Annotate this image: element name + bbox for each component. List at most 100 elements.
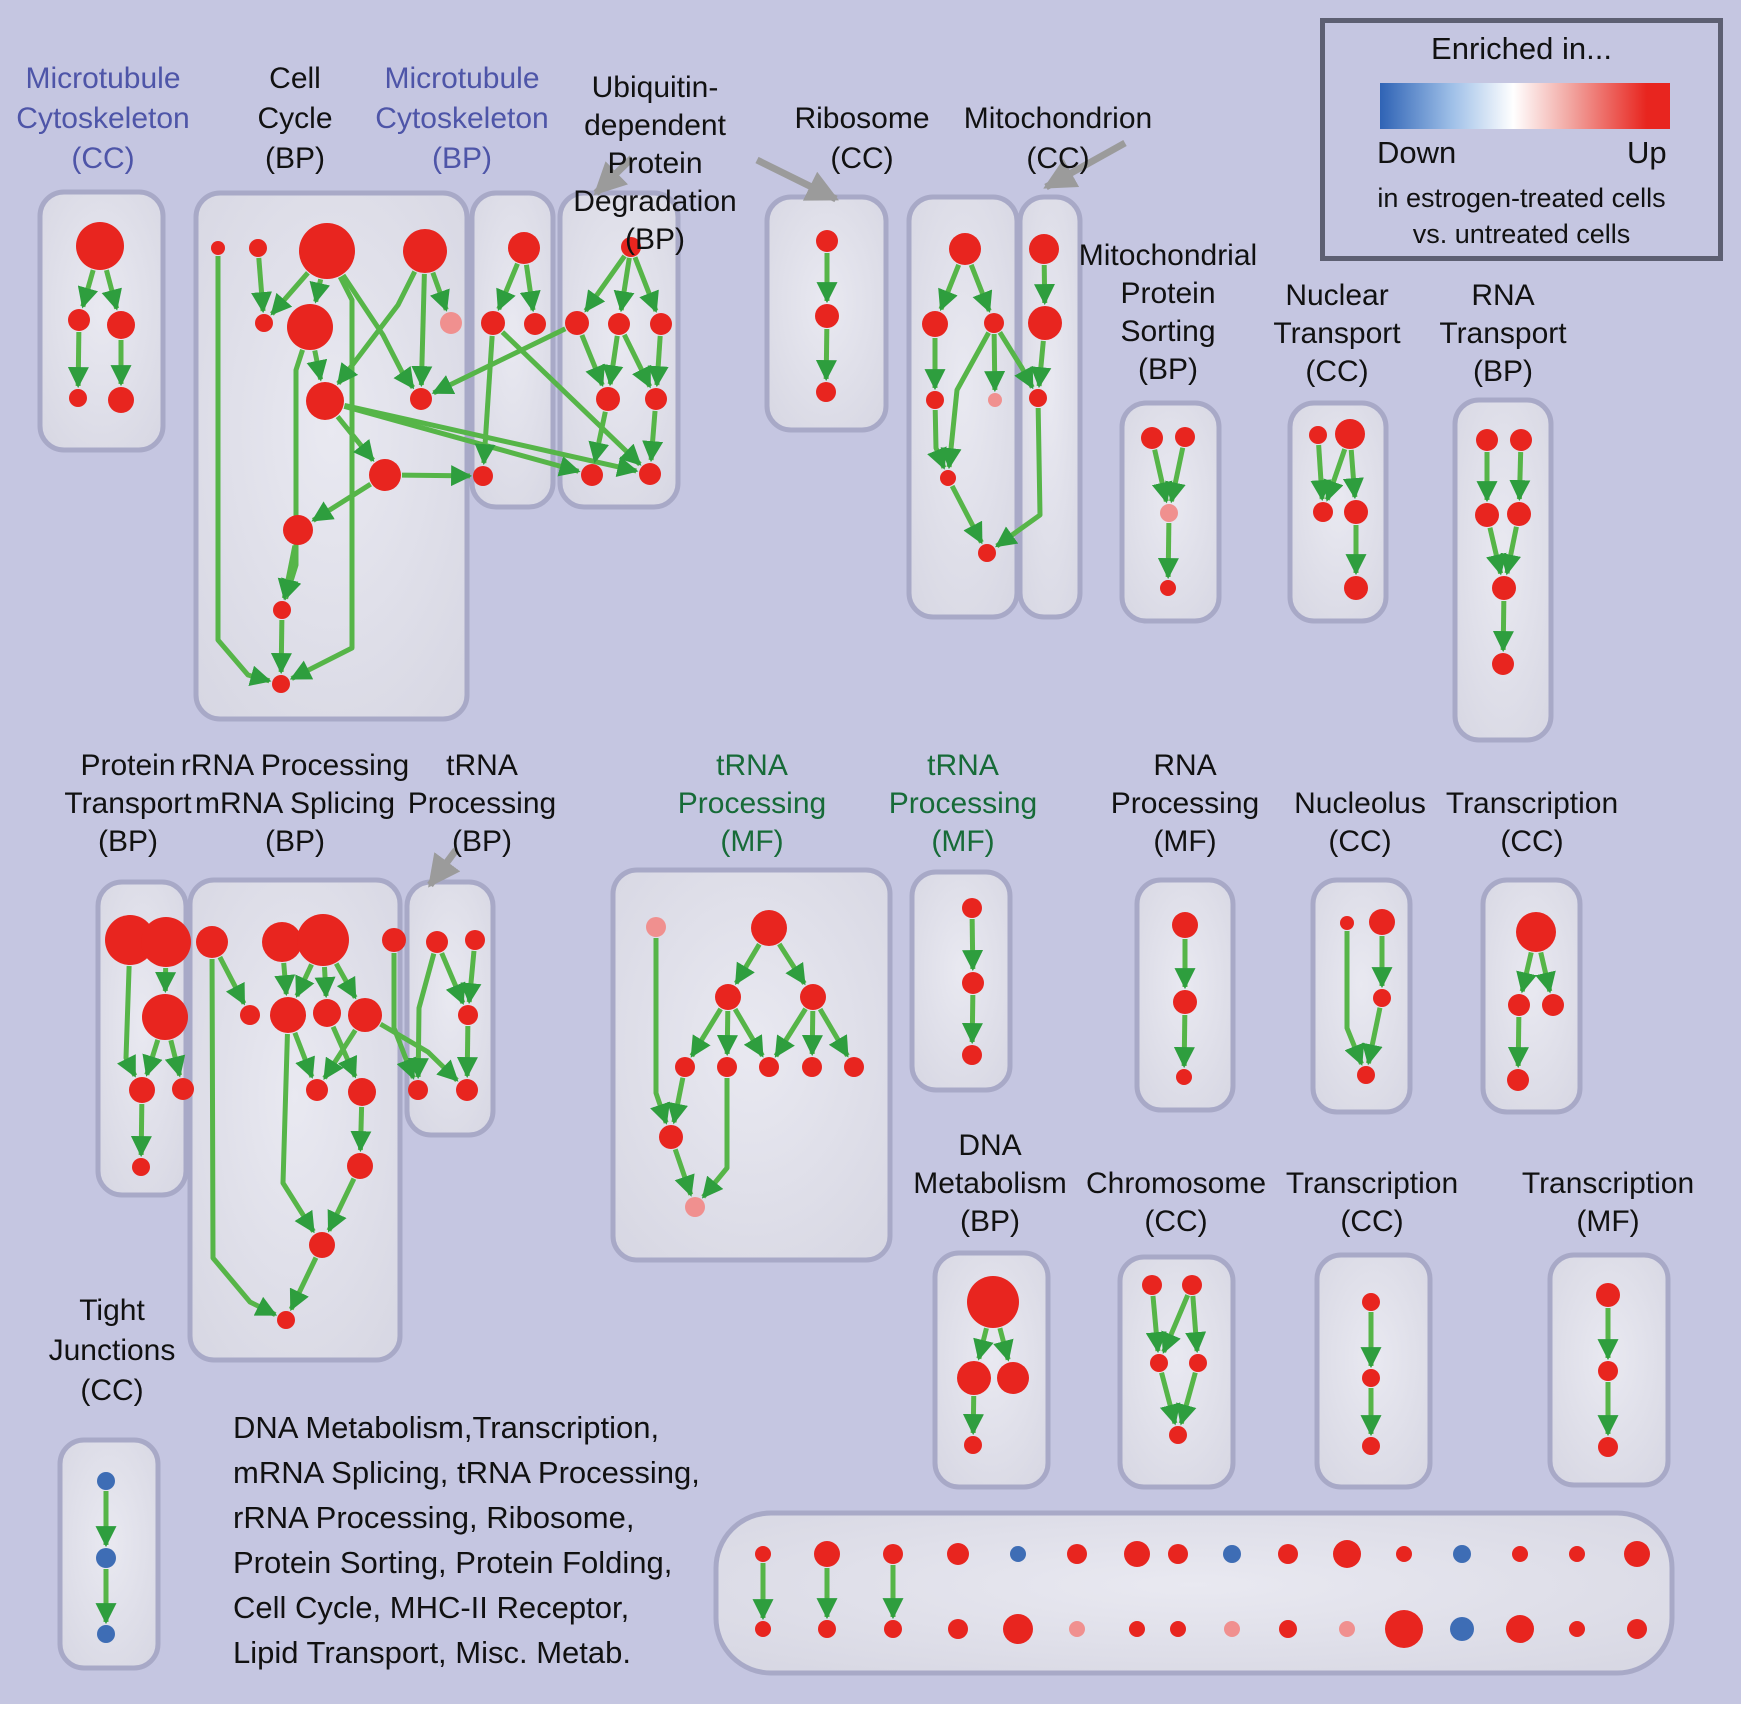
edge-arrow bbox=[341, 273, 415, 390]
edge-arrow bbox=[334, 962, 358, 1000]
edge-arrow bbox=[1486, 527, 1507, 576]
go-term-node-blue bbox=[1010, 1546, 1026, 1562]
go-term-node-red bbox=[1141, 427, 1163, 449]
edge-arrow bbox=[401, 465, 473, 487]
edge-arrow bbox=[474, 335, 496, 466]
edge-arrow bbox=[431, 326, 567, 396]
go-term-node-red bbox=[297, 914, 349, 966]
go-term-node-red bbox=[1029, 234, 1059, 264]
legend-gradient-bar bbox=[1380, 83, 1670, 129]
cluster-label-trna-processing-mf: tRNA Processing (MF) bbox=[888, 749, 1038, 858]
go-term-node-red bbox=[348, 1078, 376, 1106]
cluster-label-ribosome-cc: Ribosome (CC) bbox=[794, 102, 930, 175]
edge-arrow bbox=[1165, 447, 1186, 504]
edge-arrow bbox=[439, 952, 466, 1005]
edge-arrow bbox=[701, 1078, 730, 1199]
go-term-node-red bbox=[1340, 916, 1354, 930]
go-term-node-red bbox=[1124, 1541, 1150, 1567]
edge-arrow bbox=[277, 545, 299, 601]
go-term-node-red bbox=[1344, 576, 1368, 600]
go-term-node-red bbox=[240, 1005, 260, 1025]
label-pointer-arrow bbox=[427, 847, 461, 888]
go-term-node-red bbox=[456, 1079, 478, 1101]
edge-arrow bbox=[1151, 449, 1173, 504]
edge-arrow bbox=[270, 271, 310, 316]
go-term-node-red bbox=[1362, 1369, 1380, 1387]
edge-arrow bbox=[411, 273, 433, 388]
go-term-node-red bbox=[1067, 1544, 1087, 1564]
cluster-label-cell-cycle-bp: Cell Cycle (BP) bbox=[257, 62, 333, 175]
annotation-line: DNA Metabolism,Transcription, bbox=[233, 1410, 660, 1445]
cluster-label-protein-transport-bp: Protein Transport (BP) bbox=[64, 749, 192, 858]
go-term-node-red bbox=[957, 1361, 991, 1395]
cluster-label-chromosome-cc: Chromosome (CC) bbox=[1085, 1167, 1267, 1238]
edge-arrow bbox=[672, 1148, 695, 1197]
go-term-node-red bbox=[964, 1436, 982, 1454]
annotation-line: Protein Sorting, Protein Folding, bbox=[233, 1545, 673, 1580]
edge-arrow bbox=[101, 269, 122, 311]
go-term-node-red bbox=[473, 466, 493, 486]
edge-arrow bbox=[962, 1395, 984, 1436]
cluster-label-trna-processing-bp: tRNA Processing (BP) bbox=[407, 749, 557, 858]
cluster-label-nuclear-transport-cc: Nuclear Transport (CC) bbox=[1273, 279, 1401, 388]
go-term-node-red bbox=[755, 1546, 771, 1562]
edge-arrow bbox=[961, 994, 983, 1045]
edge-arrow bbox=[650, 938, 670, 1125]
cluster-box-nucleolus-cc bbox=[1310, 877, 1413, 1115]
go-term-node-blue bbox=[97, 1472, 115, 1490]
go-term-node-red bbox=[1624, 1541, 1650, 1567]
annotation-line: Cell Cycle, MHC-II Receptor, bbox=[233, 1590, 630, 1625]
go-term-node-red bbox=[524, 313, 546, 335]
go-term-node-red bbox=[132, 1158, 150, 1176]
legend-title: Enriched in... bbox=[1431, 31, 1612, 66]
go-term-node-red bbox=[1508, 994, 1530, 1016]
edge-arrow bbox=[1535, 951, 1556, 994]
go-term-node-red bbox=[313, 999, 341, 1027]
go-term-node-red bbox=[1279, 1620, 1297, 1638]
edge-arrow bbox=[962, 918, 984, 972]
go-term-node-red bbox=[816, 382, 836, 402]
go-term-node-red bbox=[639, 463, 661, 485]
go-term-node-blue bbox=[1453, 1545, 1471, 1563]
go-term-node-blue bbox=[96, 1548, 116, 1568]
cluster-label-trna-processing-mf: tRNA Processing (MF) bbox=[677, 749, 827, 858]
edge-arrow bbox=[289, 275, 355, 681]
go-term-node-red bbox=[1335, 419, 1365, 449]
cluster-box-trna-processing-mf-small bbox=[909, 869, 1013, 1093]
go-term-node-red bbox=[287, 304, 333, 350]
edge-arrow bbox=[993, 1327, 1014, 1362]
edge-arrow bbox=[1173, 1014, 1195, 1069]
edge-arrow bbox=[1310, 444, 1332, 502]
edge-arrow bbox=[613, 257, 635, 313]
edge-arrow bbox=[949, 484, 984, 545]
cluster-box-misc-band bbox=[713, 1510, 1675, 1676]
go-term-node-red bbox=[1170, 1621, 1186, 1637]
cluster-label-transcription-cc: Transcription (CC) bbox=[1445, 787, 1619, 858]
edge-arrow bbox=[322, 1028, 358, 1080]
go-term-node-red bbox=[1129, 1621, 1145, 1637]
edge-arrow bbox=[1145, 1295, 1167, 1354]
edge-arrow bbox=[336, 270, 417, 386]
cluster-label-rna-processing-mf: RNA Processing (MF) bbox=[1110, 749, 1260, 858]
go-term-node-red bbox=[262, 922, 302, 962]
edge-arrow bbox=[309, 278, 331, 304]
edge-arrow bbox=[311, 481, 372, 523]
label-pointer-arrow bbox=[1043, 139, 1127, 191]
go-term-node-red bbox=[108, 387, 134, 413]
edge-arrow bbox=[973, 1327, 994, 1361]
go-term-node-red bbox=[940, 470, 956, 486]
edge-arrow bbox=[1176, 1371, 1198, 1426]
go-term-node-red bbox=[270, 997, 306, 1033]
go-term-node-red bbox=[141, 917, 191, 967]
go-term-node-red bbox=[815, 304, 839, 328]
cluster-label-transcription-cc: Transcription (CC) bbox=[1285, 1167, 1459, 1238]
edge-arrow bbox=[997, 331, 1035, 390]
go-term-node-red bbox=[715, 984, 741, 1010]
merged-clusters-annotation: DNA Metabolism,Transcription, mRNA Splic… bbox=[233, 1405, 700, 1675]
go-term-node-pink bbox=[988, 393, 1002, 407]
edge-arrow bbox=[500, 330, 642, 467]
go-term-node-red bbox=[926, 391, 944, 409]
go-term-node-red bbox=[465, 930, 485, 950]
go-term-node-red bbox=[802, 1057, 822, 1077]
go-term-node-red bbox=[816, 230, 838, 252]
